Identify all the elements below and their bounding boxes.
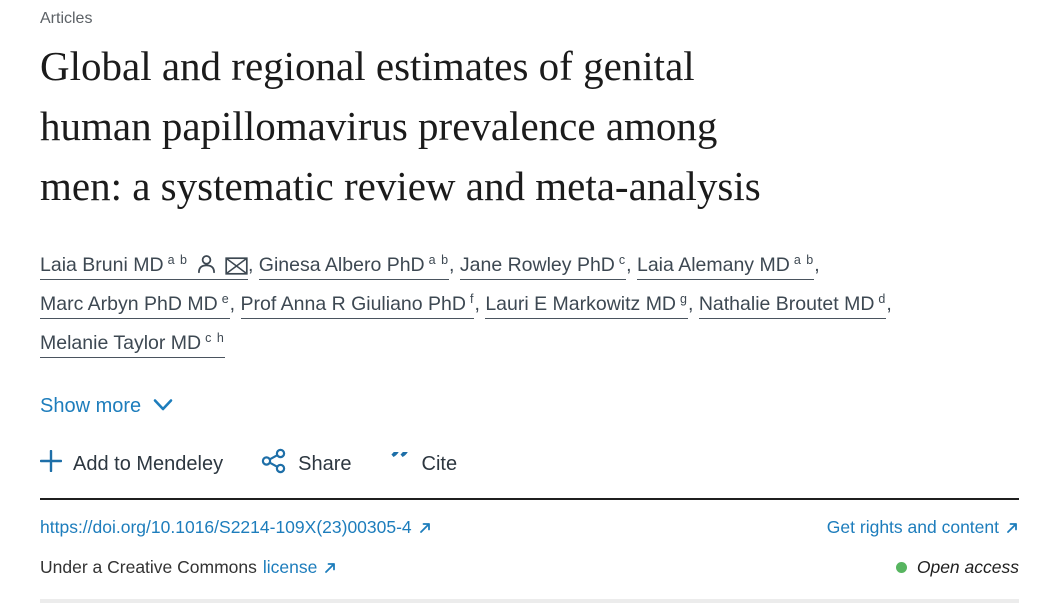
author-affiliation-superscript: f — [469, 291, 475, 306]
author-separator: , — [474, 293, 486, 315]
author-separator: , — [247, 254, 259, 276]
share-label: Share — [298, 452, 352, 475]
author-affiliation-superscript: a b — [167, 252, 188, 267]
action-toolbar: Add to Mendeley Share ” Cite — [39, 448, 1019, 480]
author-affiliation-superscript: c — [618, 252, 627, 267]
show-more-label: Show more — [40, 395, 142, 417]
add-to-mendeley-button[interactable]: Add to Mendeley — [39, 449, 224, 478]
add-to-mendeley-label: Add to Mendeley — [73, 452, 224, 475]
article-title: Global and regional estimates of genital… — [40, 36, 1019, 216]
open-access-badge: Open access — [895, 557, 1019, 578]
author-name: Lauri E Markowitz MD — [485, 293, 677, 315]
author-name: Laia Alemany MD — [636, 254, 790, 276]
external-link-icon — [1005, 521, 1019, 535]
plus-icon — [39, 449, 63, 478]
author-separator: , — [886, 293, 892, 315]
author-name: Jane Rowley PhD — [459, 254, 615, 276]
title-line: human papillomavirus prevalence among — [40, 103, 718, 149]
title-line: men: a systematic review and meta-analys… — [40, 163, 761, 209]
author-affiliation-superscript: g — [680, 291, 688, 306]
show-more-button[interactable]: Show more — [40, 395, 173, 418]
cite-button[interactable]: ” Cite — [389, 452, 457, 476]
share-icon — [261, 448, 287, 480]
author-link[interactable]: Nathalie Broutet MD d — [698, 291, 887, 319]
license-row: Under a Creative Commons license Open ac… — [40, 548, 1019, 597]
open-access-label: Open access — [916, 557, 1019, 577]
cite-label: Cite — [421, 452, 458, 475]
person-icon[interactable] — [196, 254, 217, 275]
journal-section-label[interactable]: Articles — [40, 10, 93, 27]
license-prefix-text: Under a Creative Commons — [40, 557, 257, 577]
author-name: Prof Anna R Giuliano PhD — [240, 293, 466, 315]
title-line: Global and regional estimates of genital — [40, 43, 695, 89]
author-link[interactable]: Lauri E Markowitz MD g — [485, 291, 688, 319]
author-affiliation-superscript: d — [878, 291, 887, 306]
author-name: Marc Arbyn PhD MD — [40, 293, 218, 315]
get-rights-link[interactable]: Get rights and content — [827, 517, 1019, 538]
author-link[interactable]: Melanie Taylor MD c h — [40, 330, 225, 358]
section-divider-dark — [40, 498, 1019, 500]
doi-row: https://doi.org/10.1016/S2214-109X(23)00… — [40, 500, 1019, 548]
chevron-down-icon — [153, 395, 173, 418]
author-affiliation-superscript: e — [221, 291, 230, 306]
author-separator: , — [687, 293, 699, 315]
author-name: Melanie Taylor MD — [40, 332, 202, 354]
external-link-icon — [323, 561, 337, 575]
author-link[interactable]: Prof Anna R Giuliano PhD f — [240, 291, 475, 319]
open-access-dot-icon — [895, 562, 907, 573]
author-affiliation-superscript: a b — [428, 252, 450, 267]
author-name: Laia Bruni MD — [40, 254, 164, 276]
author-link[interactable]: Ginesa Albero PhD a b — [258, 252, 450, 280]
author-name: Ginesa Albero PhD — [258, 254, 425, 276]
doi-text: https://doi.org/10.1016/S2214-109X(23)00… — [40, 517, 412, 537]
doi-link[interactable]: https://doi.org/10.1016/S2214-109X(23)00… — [40, 517, 432, 538]
author-list: Laia Bruni MD a b, Ginesa Albero PhD a b, … — [40, 246, 1019, 363]
author-affiliation-superscript: c h — [205, 330, 225, 345]
share-button[interactable]: Share — [261, 448, 351, 480]
author-separator: , — [814, 254, 820, 276]
get-rights-label: Get rights and content — [826, 517, 999, 537]
author-link[interactable]: Jane Rowley PhD c — [459, 252, 627, 280]
author-name: Nathalie Broutet MD — [698, 293, 875, 315]
author-link[interactable]: Laia Bruni MD a b — [40, 252, 248, 280]
author-separator: , — [626, 254, 637, 276]
envelope-icon[interactable] — [225, 257, 248, 275]
cite-quote-icon: ” — [389, 452, 411, 476]
section-divider-light — [40, 599, 1019, 603]
external-link-icon — [418, 521, 432, 535]
author-separator: , — [229, 293, 241, 315]
author-link[interactable]: Marc Arbyn PhD MD e — [40, 291, 230, 319]
author-link[interactable]: Laia Alemany MD a b — [636, 252, 815, 280]
author-separator: , — [449, 254, 460, 276]
license-link-label: license — [262, 557, 318, 577]
license-link[interactable]: license — [263, 557, 337, 578]
author-affiliation-superscript: a b — [793, 252, 815, 267]
